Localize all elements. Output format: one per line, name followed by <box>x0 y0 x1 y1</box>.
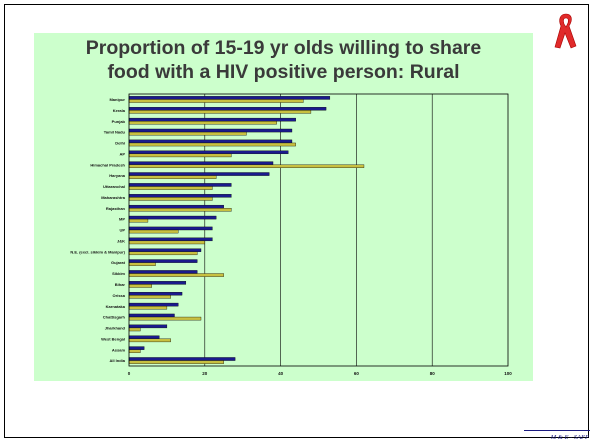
category-label: Rajasthan <box>106 206 126 211</box>
bar-series-2 <box>128 360 224 364</box>
bar-series-1 <box>128 139 293 144</box>
bar-series-1 <box>128 324 168 329</box>
category-label: Gujarat <box>111 260 126 265</box>
category-label: Kerala <box>113 108 126 113</box>
bar-series-2 <box>128 316 202 321</box>
category-label: Sikkim <box>112 271 125 276</box>
x-tick-label: 60 <box>354 371 360 376</box>
bar-series-2 <box>128 208 232 212</box>
bar-series-2 <box>128 142 296 147</box>
category-label: Himachal Pradesh <box>90 162 125 167</box>
chart-panel <box>34 33 533 381</box>
bar-series-1 <box>128 313 175 318</box>
category-label: Manipur <box>109 97 125 102</box>
bar-series-1 <box>128 96 331 100</box>
category-label: J&K <box>117 238 125 243</box>
category-label: Tamil Nadu <box>104 130 126 135</box>
chart-title-line-1: Proportion of 15-19 yr olds willing to s… <box>85 37 482 59</box>
chart-title-line-2: food with a HIV positive person: Rural <box>107 61 460 83</box>
bar-series-1 <box>128 357 236 361</box>
category-label: Chattisgarh <box>103 315 126 320</box>
bar-series-2 <box>128 284 152 288</box>
footer-rule <box>524 430 590 431</box>
bar-series-1 <box>128 292 183 296</box>
category-label: Jharkhand <box>105 326 126 331</box>
bar-series-1 <box>128 270 198 274</box>
bar-series-2 <box>128 327 141 332</box>
bar-series-2 <box>128 240 205 245</box>
category-label: Uttaranchal <box>103 184 125 189</box>
bar-series-2 <box>128 186 213 190</box>
bar-series-2 <box>128 99 304 103</box>
category-label: Orissa <box>113 293 126 298</box>
x-tick-label: 100 <box>504 371 512 376</box>
bar-series-1 <box>128 302 179 307</box>
x-tick-label: 40 <box>278 371 284 376</box>
footer-text: M & E - SAFP <box>550 434 589 441</box>
bar-series-2 <box>128 295 171 299</box>
category-label: N.E. (excl. sikkim & Manipur) <box>70 249 125 254</box>
bar-series-2 <box>128 349 141 353</box>
category-label: UP <box>119 228 125 233</box>
bar-series-1 <box>128 117 296 122</box>
bar-series-2 <box>128 153 232 158</box>
bar-series-2 <box>128 251 198 256</box>
x-tick-labels: 0 20 40 60 80 100 <box>128 371 513 376</box>
bar-series-1 <box>128 128 293 133</box>
bar-series-2 <box>128 218 149 223</box>
category-label: All India <box>109 358 125 363</box>
bar-series-1 <box>128 226 213 231</box>
bar-series-2 <box>128 121 277 125</box>
bar-series-2 <box>128 164 365 168</box>
bar-series-2 <box>128 262 156 266</box>
category-label: Bihar <box>115 282 126 287</box>
bar-series-2 <box>128 197 213 201</box>
bar-series-1 <box>128 215 217 220</box>
red-ribbon-icon <box>551 11 581 56</box>
bar-series-1 <box>128 150 289 155</box>
bar-series-1 <box>128 161 274 165</box>
bar-series-1 <box>128 335 160 339</box>
bar-series-1 <box>128 204 224 209</box>
category-label: Karnataka <box>106 304 126 309</box>
bar-series-2 <box>128 338 171 343</box>
category-label: Maharashtra <box>101 195 126 200</box>
bar-series-1 <box>128 237 213 242</box>
bar-series-1 <box>128 281 187 285</box>
bar-series-2 <box>128 175 217 179</box>
bar-series-2 <box>128 131 247 136</box>
bars <box>128 96 365 364</box>
bar-series-1 <box>128 183 232 187</box>
bar-series-1 <box>128 248 202 252</box>
x-tick-label: 80 <box>430 371 436 376</box>
x-tick-label: 20 <box>202 371 208 376</box>
chart-title: Proportion of 15-19 yr olds willing to s… <box>34 36 533 84</box>
category-labels: Manipur Kerala Punjab Tamil Nadu Delhi AP Hima… <box>70 97 125 363</box>
bar-series-1 <box>128 107 327 111</box>
x-tick-label: 0 <box>128 371 131 376</box>
plot-area-border <box>128 93 509 367</box>
bar-series-2 <box>128 110 312 114</box>
bar-series-1 <box>128 346 145 350</box>
bar-series-1 <box>128 194 232 198</box>
category-label: Assam <box>112 347 126 352</box>
category-label: Delhi <box>115 141 125 146</box>
category-label: MP <box>119 217 125 222</box>
bar-series-2 <box>128 229 179 234</box>
bar-series-1 <box>128 172 270 176</box>
bar-series-2 <box>128 273 224 277</box>
category-label: Punjab <box>112 119 126 124</box>
category-label: AP <box>119 151 125 156</box>
bar-series-2 <box>128 305 168 310</box>
category-label: West Bengal <box>101 336 125 341</box>
bar-series-1 <box>128 259 198 263</box>
category-label: Haryana <box>109 173 126 178</box>
